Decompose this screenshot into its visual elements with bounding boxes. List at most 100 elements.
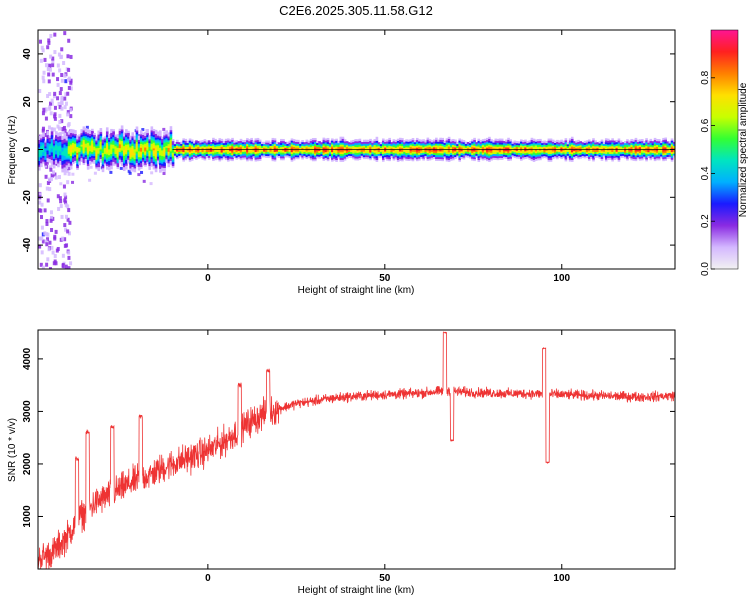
heatmap-cell <box>362 139 366 142</box>
heatmap-cell <box>437 151 440 154</box>
heatmap-cell <box>53 50 57 55</box>
heatmap-cell <box>209 149 213 152</box>
heatmap-cell <box>632 141 636 144</box>
heatmap-cell <box>152 157 156 160</box>
y-tick-label: -40 <box>22 237 33 252</box>
heatmap-cell <box>212 151 215 154</box>
heatmap-cell <box>558 146 561 149</box>
heatmap-cell <box>577 157 580 160</box>
heatmap-cell <box>471 150 474 153</box>
heatmap-cell <box>120 144 124 147</box>
heatmap-cell <box>566 142 570 145</box>
heatmap-cell <box>122 134 126 137</box>
heatmap-cell <box>655 144 659 147</box>
heatmap-cell <box>500 142 504 145</box>
heatmap-cell <box>150 130 154 133</box>
heatmap-cell <box>71 152 75 155</box>
heatmap-cell <box>205 144 209 147</box>
heatmap-cell <box>207 153 211 156</box>
heatmap-cell <box>38 145 41 148</box>
heatmap-cell <box>422 143 425 146</box>
heatmap-cell <box>505 156 508 159</box>
heatmap-cell <box>40 250 44 255</box>
heatmap-cell <box>159 168 162 171</box>
heatmap-cell <box>275 151 279 154</box>
heatmap-cell <box>509 141 512 144</box>
heatmap-cell <box>564 138 568 141</box>
heatmap-cell <box>528 142 532 145</box>
heatmap-cell <box>46 237 50 242</box>
heatmap-cell <box>587 145 591 148</box>
heatmap-cell <box>375 159 379 162</box>
heatmap-cell <box>118 134 122 137</box>
heatmap-cell <box>369 154 372 157</box>
heatmap-cell <box>600 156 604 159</box>
heatmap-cell <box>135 158 139 162</box>
heatmap-cell <box>607 142 610 145</box>
heatmap-cell <box>69 132 73 135</box>
heatmap-cell <box>41 126 45 131</box>
heatmap-cell <box>655 146 659 149</box>
heatmap-cell <box>460 149 464 152</box>
heatmap-cell <box>114 144 118 147</box>
heatmap-cell <box>649 150 653 153</box>
heatmap-cell <box>135 151 139 154</box>
heatmap-cell <box>148 142 152 146</box>
heatmap-cell <box>59 154 62 158</box>
heatmap-cell <box>52 158 56 161</box>
heatmap-cell <box>163 148 166 151</box>
heatmap-cell <box>530 158 534 162</box>
heatmap-cell <box>233 153 236 157</box>
heatmap-cell <box>197 144 200 148</box>
heatmap-cell <box>116 159 120 162</box>
heatmap-cell <box>46 133 50 136</box>
heatmap-cell <box>435 137 438 140</box>
heatmap-cell <box>517 150 521 154</box>
heatmap-cell <box>309 144 313 147</box>
heatmap-cell <box>184 156 188 159</box>
heatmap-cell <box>176 153 179 156</box>
heatmap-cell <box>67 250 71 255</box>
heatmap-cell <box>619 155 623 159</box>
heatmap-cell <box>403 151 406 154</box>
heatmap-cell <box>553 144 557 147</box>
heatmap-cell <box>649 140 653 143</box>
heatmap-cell <box>91 144 94 147</box>
heatmap-cell <box>456 141 459 145</box>
heatmap-cell <box>636 151 640 154</box>
heatmap-cell <box>148 165 152 169</box>
heatmap-cell <box>611 145 614 149</box>
heatmap-cell <box>331 151 334 155</box>
heatmap-cell <box>40 202 44 207</box>
heatmap-cell <box>156 162 160 165</box>
heatmap-cell <box>645 157 648 160</box>
heatmap-cell <box>350 153 353 157</box>
heatmap-cell <box>292 142 296 146</box>
heatmap-cell <box>543 142 546 145</box>
heatmap-cell <box>163 163 166 167</box>
heatmap-cell <box>324 146 328 149</box>
heatmap-cell <box>69 149 73 153</box>
heatmap-cell <box>190 156 194 159</box>
heatmap-cell <box>560 154 563 158</box>
heatmap-cell <box>71 137 75 140</box>
heatmap-cell <box>492 149 495 153</box>
heatmap-cell <box>108 156 111 160</box>
heatmap-cell <box>568 153 572 156</box>
heatmap-cell <box>103 140 107 143</box>
heatmap-cell <box>428 146 432 149</box>
heatmap-cell <box>598 145 602 148</box>
heatmap-cell <box>449 154 453 157</box>
heatmap-cell <box>44 163 47 166</box>
heatmap-cell <box>201 151 205 154</box>
heatmap-cell <box>190 147 194 150</box>
heatmap-cell <box>670 157 674 160</box>
heatmap-cell <box>142 140 145 143</box>
heatmap-cell <box>47 247 51 252</box>
heatmap-cell <box>103 163 107 166</box>
heatmap-cell <box>564 147 568 150</box>
heatmap-cell <box>379 145 383 149</box>
heatmap-cell <box>507 151 510 154</box>
heatmap-cell <box>331 153 334 156</box>
heatmap-cell <box>634 153 638 156</box>
